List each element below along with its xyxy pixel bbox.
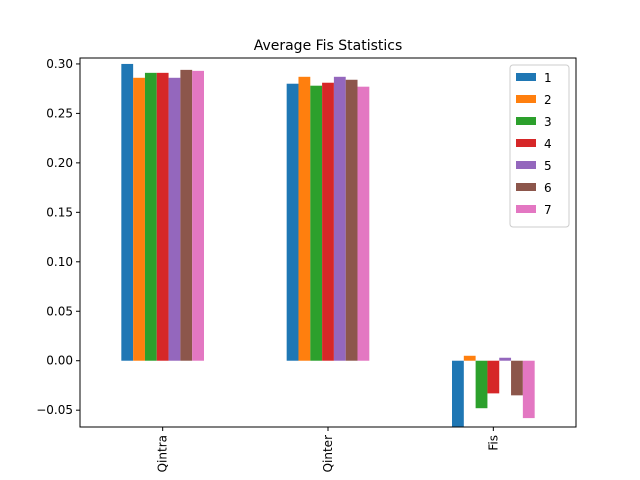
- bars-group: [121, 63, 535, 427]
- bar-series-1-qinter: [286, 83, 299, 361]
- x-tick-label: Qinter: [321, 435, 335, 472]
- bar-series-2-fis: [463, 355, 476, 361]
- legend-swatch-1: [516, 73, 536, 81]
- chart-title: Average Fis Statistics: [254, 38, 403, 54]
- bar-series-2-qintra: [133, 77, 145, 361]
- y-tick-label: 0.05: [46, 304, 73, 318]
- x-tick-label: Fis: [486, 435, 500, 451]
- y-tick-label: −0.05: [36, 403, 73, 417]
- y-tick-label: 0.30: [46, 57, 73, 71]
- x-axis: Qintra Qinter Fis: [156, 427, 500, 472]
- bar-series-1-fis: [452, 360, 464, 427]
- legend-label-1: 1: [544, 71, 552, 85]
- legend-swatch-6: [516, 183, 536, 191]
- bar-series-2-qinter: [298, 76, 311, 361]
- legend: 1 2 3 4 5 6 7: [509, 64, 570, 228]
- legend-swatch-2: [516, 95, 536, 103]
- y-tick-label: 0.10: [46, 255, 73, 269]
- legend-swatch-4: [516, 139, 536, 147]
- y-tick-label: 0.00: [46, 354, 73, 368]
- legend-label-5: 5: [544, 159, 552, 173]
- legend-label-7: 7: [544, 203, 552, 217]
- y-axis: −0.05 0.00 0.05 0.10 0.15 0.20 0.25 0.30: [36, 57, 80, 417]
- bar-series-4-qinter: [322, 82, 334, 361]
- legend-label-2: 2: [544, 93, 552, 107]
- legend-swatch-7: [516, 205, 536, 213]
- legend-swatch-3: [516, 117, 536, 125]
- bar-series-6-qinter: [345, 79, 358, 361]
- bar-series-4-qintra: [156, 72, 169, 361]
- bar-series-3-qintra: [144, 72, 157, 361]
- bar-series-7-qintra: [192, 70, 204, 361]
- y-tick-label: 0.25: [46, 106, 73, 120]
- legend-swatch-5: [516, 161, 536, 169]
- bar-series-4-fis: [487, 360, 500, 394]
- bar-series-5-qinter: [333, 76, 346, 361]
- bar-series-7-fis: [522, 360, 535, 419]
- legend-label-4: 4: [544, 137, 552, 151]
- bar-series-3-fis: [475, 360, 488, 409]
- x-tick-label: Qintra: [156, 435, 170, 472]
- bar-series-5-fis: [499, 357, 512, 361]
- bar-series-3-qinter: [310, 85, 323, 361]
- bar-series-6-qintra: [180, 69, 193, 361]
- bar-series-6-fis: [511, 360, 523, 396]
- legend-label-3: 3: [544, 115, 552, 129]
- legend-label-6: 6: [544, 181, 552, 195]
- bar-series-7-qinter: [357, 86, 370, 361]
- y-tick-label: 0.20: [46, 156, 73, 170]
- bar-series-1-qintra: [121, 63, 134, 361]
- y-tick-label: 0.15: [46, 205, 73, 219]
- bar-series-5-qintra: [168, 77, 181, 361]
